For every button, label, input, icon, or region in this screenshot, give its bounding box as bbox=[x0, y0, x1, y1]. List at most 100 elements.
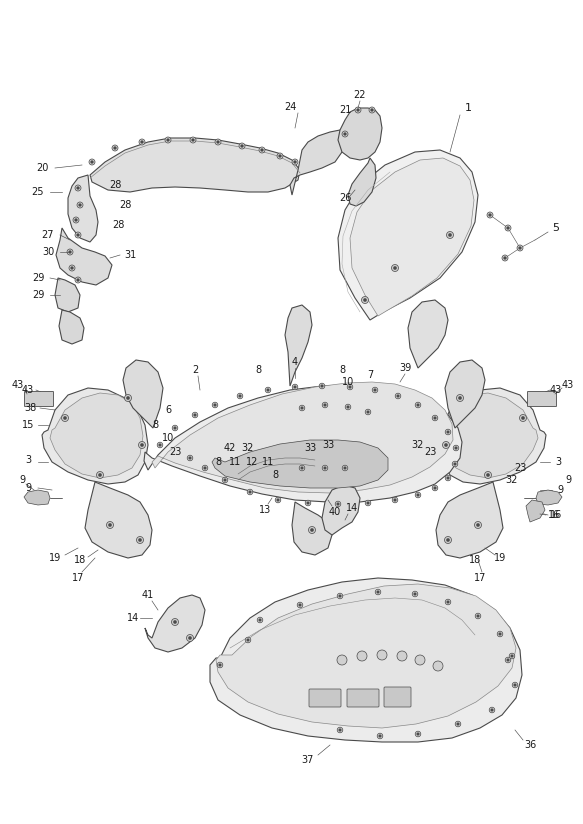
Text: 39: 39 bbox=[399, 363, 411, 373]
Polygon shape bbox=[445, 393, 538, 478]
Circle shape bbox=[139, 442, 146, 448]
Circle shape bbox=[224, 479, 226, 481]
Circle shape bbox=[239, 143, 245, 149]
Circle shape bbox=[310, 528, 314, 531]
Circle shape bbox=[475, 522, 482, 528]
Circle shape bbox=[507, 227, 510, 229]
Circle shape bbox=[89, 159, 95, 165]
Circle shape bbox=[367, 410, 369, 414]
Text: 8: 8 bbox=[272, 470, 278, 480]
Circle shape bbox=[415, 492, 421, 498]
Circle shape bbox=[203, 466, 206, 469]
Circle shape bbox=[247, 639, 250, 641]
Polygon shape bbox=[144, 385, 462, 502]
Text: 17: 17 bbox=[474, 573, 486, 583]
Polygon shape bbox=[55, 278, 80, 312]
Text: 23: 23 bbox=[424, 447, 436, 457]
Circle shape bbox=[432, 415, 438, 421]
Circle shape bbox=[444, 536, 451, 544]
Circle shape bbox=[458, 396, 462, 400]
Circle shape bbox=[69, 250, 71, 253]
Circle shape bbox=[507, 658, 510, 661]
Text: 43: 43 bbox=[12, 380, 24, 390]
Circle shape bbox=[394, 499, 396, 501]
Circle shape bbox=[217, 141, 219, 143]
Circle shape bbox=[308, 527, 315, 533]
Circle shape bbox=[79, 204, 82, 206]
Circle shape bbox=[377, 650, 387, 660]
Circle shape bbox=[174, 427, 176, 429]
Circle shape bbox=[261, 148, 264, 152]
Circle shape bbox=[294, 161, 296, 163]
Circle shape bbox=[379, 735, 381, 737]
Circle shape bbox=[517, 245, 523, 251]
Polygon shape bbox=[216, 584, 516, 728]
Circle shape bbox=[187, 634, 194, 642]
Polygon shape bbox=[445, 360, 485, 428]
Circle shape bbox=[114, 147, 117, 149]
Circle shape bbox=[171, 619, 178, 625]
Circle shape bbox=[363, 298, 367, 302]
Circle shape bbox=[343, 133, 346, 135]
Circle shape bbox=[486, 474, 490, 476]
Circle shape bbox=[505, 658, 511, 662]
Text: 38: 38 bbox=[24, 403, 36, 413]
Circle shape bbox=[125, 395, 132, 401]
Circle shape bbox=[324, 466, 326, 469]
Circle shape bbox=[189, 456, 191, 459]
Circle shape bbox=[294, 386, 296, 388]
Circle shape bbox=[355, 107, 361, 113]
Circle shape bbox=[76, 187, 79, 190]
Circle shape bbox=[365, 410, 371, 414]
Circle shape bbox=[415, 731, 421, 737]
Circle shape bbox=[172, 425, 178, 431]
Circle shape bbox=[187, 455, 193, 461]
Text: 9: 9 bbox=[557, 485, 563, 495]
Polygon shape bbox=[123, 360, 163, 428]
Circle shape bbox=[192, 138, 194, 142]
Text: 3: 3 bbox=[555, 457, 561, 467]
Polygon shape bbox=[59, 310, 84, 344]
Circle shape bbox=[173, 620, 177, 624]
Text: 31: 31 bbox=[124, 250, 136, 260]
Polygon shape bbox=[56, 228, 112, 285]
Text: 33: 33 bbox=[322, 440, 334, 450]
Circle shape bbox=[194, 414, 196, 416]
Polygon shape bbox=[24, 490, 50, 505]
Circle shape bbox=[433, 661, 443, 671]
Circle shape bbox=[335, 501, 341, 507]
Text: 28: 28 bbox=[109, 180, 121, 190]
Circle shape bbox=[299, 466, 305, 471]
Circle shape bbox=[76, 279, 79, 281]
Text: 10: 10 bbox=[342, 377, 354, 387]
Circle shape bbox=[392, 497, 398, 503]
Circle shape bbox=[292, 159, 298, 165]
Text: 3: 3 bbox=[25, 455, 31, 465]
Circle shape bbox=[259, 619, 261, 621]
Text: 40: 40 bbox=[329, 507, 341, 517]
Text: 8: 8 bbox=[152, 420, 158, 430]
Polygon shape bbox=[50, 393, 143, 478]
Text: 11: 11 bbox=[262, 457, 274, 467]
Circle shape bbox=[434, 417, 436, 419]
Circle shape bbox=[372, 387, 378, 393]
Circle shape bbox=[452, 461, 458, 467]
Polygon shape bbox=[290, 130, 345, 195]
Text: 6: 6 bbox=[165, 405, 171, 415]
Circle shape bbox=[337, 728, 343, 733]
Text: 7: 7 bbox=[367, 370, 373, 380]
Circle shape bbox=[344, 466, 346, 469]
Circle shape bbox=[397, 395, 399, 397]
Polygon shape bbox=[68, 175, 98, 242]
Circle shape bbox=[394, 266, 396, 269]
Circle shape bbox=[222, 477, 228, 483]
Circle shape bbox=[477, 615, 479, 617]
Circle shape bbox=[277, 153, 283, 159]
Circle shape bbox=[76, 234, 79, 236]
Text: 32: 32 bbox=[506, 475, 518, 485]
Circle shape bbox=[453, 445, 459, 451]
Circle shape bbox=[75, 218, 78, 222]
Circle shape bbox=[445, 599, 451, 605]
Circle shape bbox=[292, 384, 298, 390]
Circle shape bbox=[447, 477, 449, 480]
